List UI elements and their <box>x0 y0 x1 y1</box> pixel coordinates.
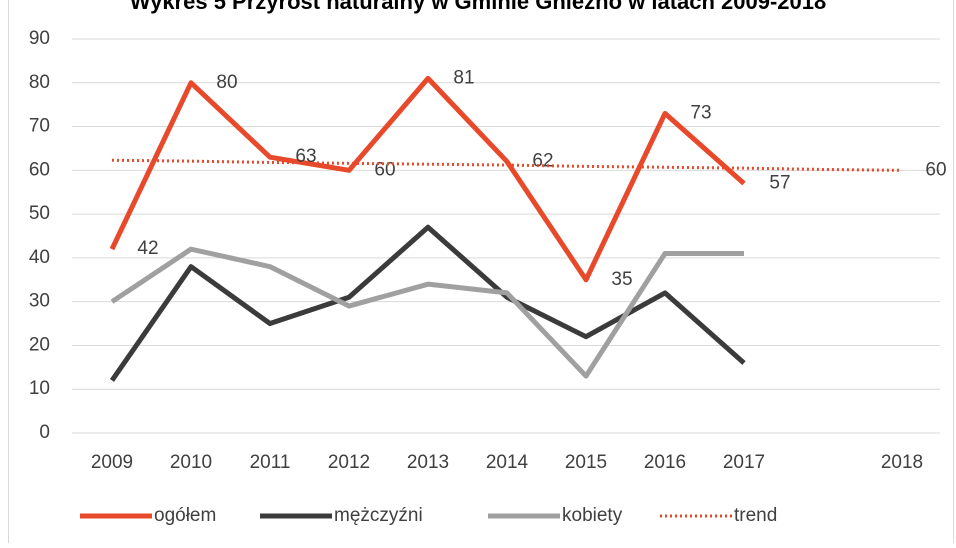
series-line <box>109 75 746 283</box>
x-tick-label: 2016 <box>644 452 686 473</box>
data-label: 60 <box>925 159 946 180</box>
data-label: 80 <box>216 72 237 93</box>
y-tick-label: 30 <box>29 291 50 312</box>
x-tick-label: 2018 <box>881 452 923 473</box>
y-tick-label: 60 <box>29 159 50 180</box>
y-tick-label: 90 <box>29 28 50 49</box>
chart-frame <box>8 0 954 548</box>
data-label: 62 <box>532 151 553 172</box>
legend-label: ogółem <box>154 505 216 526</box>
y-tick-label: 0 <box>39 422 50 443</box>
data-label: 63 <box>295 146 316 167</box>
data-label: 60 <box>374 159 395 180</box>
data-label: 42 <box>137 238 158 259</box>
legend-label: kobiety <box>562 505 623 526</box>
x-tick-label: 2014 <box>486 452 529 473</box>
y-tick-label: 70 <box>29 116 50 137</box>
x-tick-label: 2010 <box>170 452 212 473</box>
y-tick-label: 10 <box>29 378 50 399</box>
data-label: 81 <box>453 67 474 88</box>
x-tick-label: 2009 <box>91 452 133 473</box>
series-line <box>111 158 903 172</box>
data-label: 57 <box>769 172 790 193</box>
y-tick-label: 40 <box>29 247 50 268</box>
y-tick-label: 20 <box>29 334 50 355</box>
x-tick-label: 2015 <box>565 452 607 473</box>
data-label: 73 <box>690 102 711 123</box>
x-tick-label: 2012 <box>328 452 370 473</box>
legend-label: mężczyźni <box>334 505 423 526</box>
y-tick-label: 50 <box>29 203 50 224</box>
x-tick-label: 2011 <box>250 452 291 473</box>
chart-title: Wykres 5 Przyrost naturalny w Gminie Gni… <box>130 0 827 14</box>
series-line <box>110 246 744 379</box>
data-label: 35 <box>611 269 632 290</box>
x-tick-label: 2017 <box>723 452 765 473</box>
y-tick-label: 80 <box>29 72 50 93</box>
legend-label: trend <box>734 505 777 526</box>
series-line <box>109 224 746 382</box>
x-tick-label: 2013 <box>407 452 449 473</box>
